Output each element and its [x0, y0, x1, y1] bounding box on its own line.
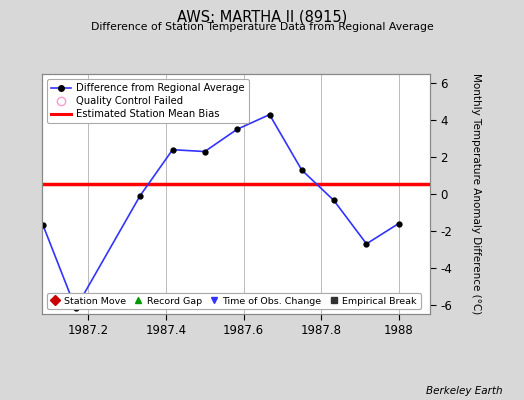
Y-axis label: Monthly Temperature Anomaly Difference (°C): Monthly Temperature Anomaly Difference (… [472, 73, 482, 315]
Legend: Station Move, Record Gap, Time of Obs. Change, Empirical Break: Station Move, Record Gap, Time of Obs. C… [47, 293, 421, 309]
Text: Berkeley Earth: Berkeley Earth [427, 386, 503, 396]
Text: Difference of Station Temperature Data from Regional Average: Difference of Station Temperature Data f… [91, 22, 433, 32]
Text: AWS: MARTHA II (8915): AWS: MARTHA II (8915) [177, 10, 347, 25]
